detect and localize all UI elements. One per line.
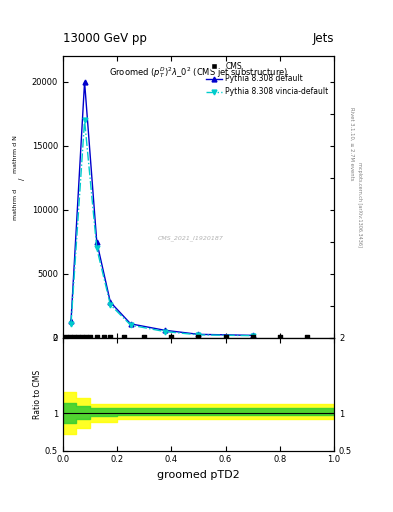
X-axis label: groomed pTD2: groomed pTD2 [157,470,240,480]
Point [141,333,147,341]
Point [121,333,127,341]
Text: /: / [18,178,25,180]
Point [222,333,229,341]
Text: CMS_2021_I1920187: CMS_2021_I1920187 [157,236,223,241]
Legend: CMS, Pythia 8.308 default, Pythia 8.308 vincia-default: CMS, Pythia 8.308 default, Pythia 8.308 … [202,58,332,99]
Point [66,333,73,341]
Point [87,333,93,341]
Point [107,333,114,341]
Text: Groomed $(p_T^D)^2\lambda\_0^2$ (CMS jet substructure): Groomed $(p_T^D)^2\lambda\_0^2$ (CMS jet… [109,65,288,80]
Text: 13000 GeV pp: 13000 GeV pp [63,32,147,45]
Point [62,333,69,341]
Text: Jets: Jets [312,32,334,45]
Point [168,333,174,341]
Point [195,333,202,341]
Point [250,333,256,341]
Point [101,333,107,341]
Point [71,333,77,341]
Y-axis label: Ratio to CMS: Ratio to CMS [33,370,42,419]
Text: mcplots.cern.ch [arXiv:1306.3436]: mcplots.cern.ch [arXiv:1306.3436] [357,162,362,247]
Point [79,333,85,341]
Text: Rivet 3.1.10, ≥ 2.7M events: Rivet 3.1.10, ≥ 2.7M events [349,106,354,180]
Point [83,333,89,341]
Point [277,333,283,341]
Point [304,333,310,341]
Text: mathrm d N: mathrm d N [13,135,18,173]
Point [94,333,100,341]
Text: mathrm d: mathrm d [13,189,18,220]
Point [75,333,81,341]
